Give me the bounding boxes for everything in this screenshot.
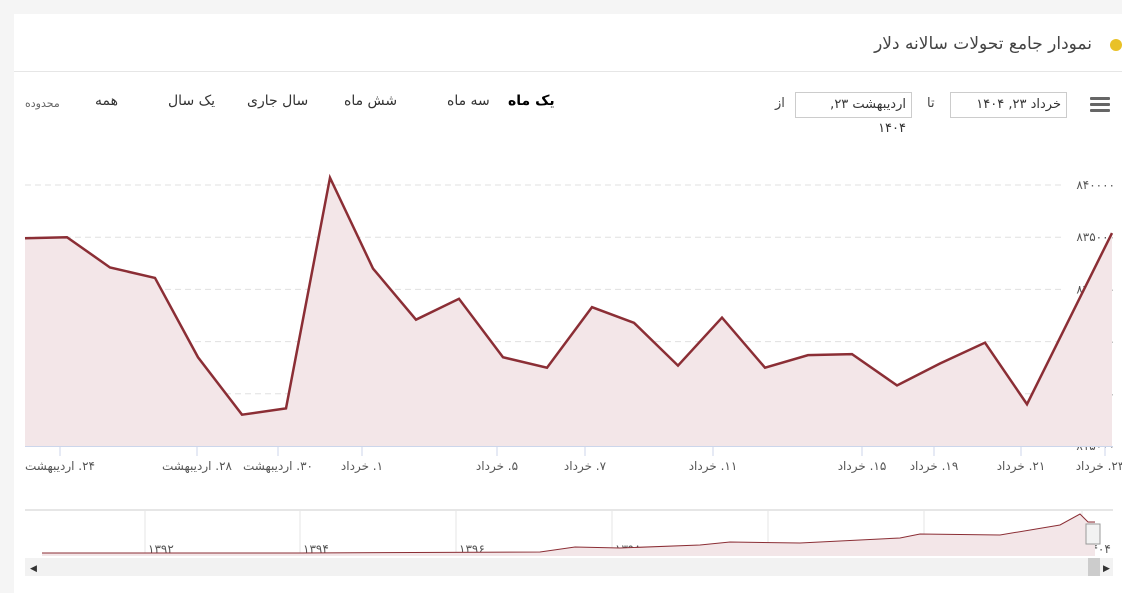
hamburger-menu-icon[interactable] (1090, 97, 1110, 115)
range-6m-button[interactable]: شش ماه (344, 93, 398, 109)
chart-card: نمودار جامع تحولات سالانه دلار (14, 14, 1122, 593)
card-header: نمودار جامع تحولات سالانه دلار (14, 14, 1122, 72)
x-tick-label: ۲۴. اردیبهشت (25, 459, 95, 474)
range-1y-button[interactable]: یک سال (168, 93, 216, 109)
scroll-right-arrow-icon: ▶ (1103, 564, 1110, 574)
x-tick-label: ۱۵. خرداد (838, 459, 887, 474)
navigator-area (42, 514, 1095, 556)
from-label: از (775, 96, 785, 111)
price-line (24, 173, 1114, 417)
x-tick-label: ۷. خرداد (564, 459, 607, 474)
y-tick-label: ۸۴۰۰۰۰ (1076, 178, 1115, 192)
scrollbar-thumb (1088, 558, 1100, 576)
x-tick-label: ۱۱. خرداد (689, 459, 738, 474)
scrollbar-track (25, 558, 1113, 576)
x-tick-label: ۲۸. اردیبهشت (162, 459, 233, 474)
chart-title: نمودار جامع تحولات سالانه دلار (874, 34, 1092, 54)
range-ytd-button[interactable]: سال جاری (247, 93, 309, 109)
navigator-line (42, 513, 1095, 554)
scroll-left-arrow-icon: ◀ (30, 564, 37, 574)
title-dot-icon (1110, 39, 1122, 51)
x-tick-label: ۲۳. خرداد (1076, 459, 1122, 474)
from-date-input[interactable]: اردیبهشت ۲۳, ۱۴۰۴ (795, 92, 912, 136)
range-1m-button[interactable]: یک ماه (508, 93, 555, 109)
x-tick-label: ۱. خرداد (341, 459, 383, 474)
x-tick-label: ۲۱. خرداد (997, 459, 1046, 474)
y-tick-label: ۸۳۵۰۰۰ (1076, 230, 1115, 244)
x-tick-label: ۱۹. خرداد (910, 459, 959, 474)
range-3m-button[interactable]: سه ماه (447, 93, 490, 109)
x-tick-label: ۳۰. اردیبهشت (243, 459, 313, 474)
zoom-label: محدوده (25, 97, 60, 110)
to-date-input[interactable]: خرداد ۲۳, ۱۴۰۴ (950, 92, 1067, 118)
to-label: تا (927, 96, 935, 111)
navigator-handle (1085, 523, 1101, 545)
x-tick-label: ۵. خرداد (476, 459, 518, 474)
range-all-button[interactable]: همه (95, 93, 118, 109)
area-fill (25, 177, 1112, 446)
